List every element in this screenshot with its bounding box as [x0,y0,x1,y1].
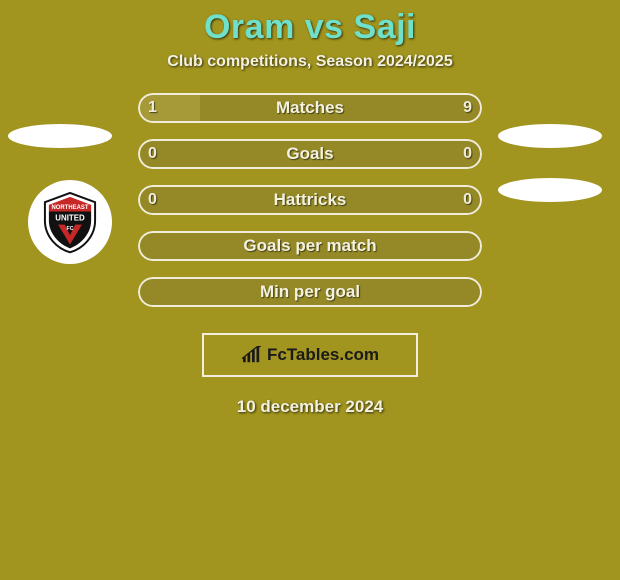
stat-bar: 0 0 Goals [138,139,482,169]
bar-right-value: 0 [463,191,472,209]
bar-label: Goals per match [243,236,376,256]
stat-bar: Goals per match [138,231,482,261]
bar-right-value: 0 [463,145,472,163]
club-badge-icon: NORTHEAST UNITED FC [37,189,103,255]
comparison-bars: 1 9 Matches 0 0 Goals 0 0 Hattricks Goals per mat… [138,93,482,307]
bar-left-value: 0 [148,191,157,209]
bar-label: Hattricks [274,190,347,210]
svg-text:FC: FC [66,226,73,232]
bar-right-value: 9 [463,99,472,117]
decor-ellipse [498,124,602,148]
decor-ellipse [498,178,602,202]
stat-bar: Min per goal [138,277,482,307]
svg-text:NORTHEAST: NORTHEAST [52,205,89,211]
watermark: FcTables.com [202,333,418,377]
stat-bar: 1 9 Matches [138,93,482,123]
bar-left-value: 1 [148,99,157,117]
bar-label: Matches [276,98,344,118]
bar-label: Min per goal [260,282,360,302]
page-title: Oram vs Saji [0,8,620,47]
bar-left-value: 0 [148,145,157,163]
decor-ellipse [8,124,112,148]
watermark-text: FcTables.com [267,345,379,365]
svg-text:UNITED: UNITED [55,214,85,223]
bar-label: Goals [286,144,333,164]
club-badge: NORTHEAST UNITED FC [28,180,112,264]
stat-bar: 0 0 Hattricks [138,185,482,215]
bars-icon [241,346,263,364]
subtitle: Club competitions, Season 2024/2025 [0,53,620,71]
date-text: 10 december 2024 [0,397,620,417]
